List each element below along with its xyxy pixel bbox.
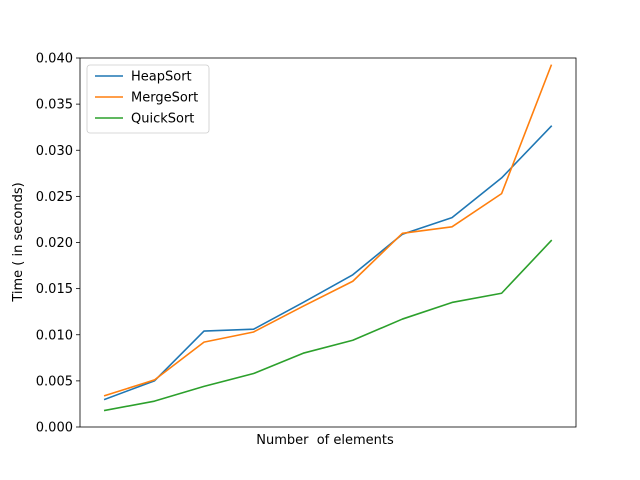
legend-label: QuickSort	[131, 112, 194, 127]
series-line-mergesort	[103, 64, 553, 397]
y-tick-label: 0.035	[36, 98, 73, 113]
y-tick-label: 0.005	[36, 374, 73, 389]
y-axis: 0.000 0.005 0.010 0.015 0.020 0.025 0.030 0.035…	[36, 52, 80, 436]
y-axis-label: Time ( in seconds)	[11, 182, 26, 302]
y-tick-label: 0.030	[36, 144, 73, 159]
y-tick-label: 0.040	[36, 52, 73, 67]
series-line-heapsort	[103, 125, 553, 401]
legend-label: MergeSort	[131, 91, 198, 106]
legend-label: HeapSort	[131, 70, 192, 85]
series-line-quicksort	[103, 239, 553, 412]
y-tick-label: 0.000	[36, 421, 73, 436]
x-axis-label: Number of elements	[256, 433, 394, 448]
y-tick-label: 0.010	[36, 328, 73, 343]
series-lines	[103, 64, 553, 412]
y-tick-label: 0.025	[36, 190, 73, 205]
legend-box	[86, 64, 210, 134]
y-tick-label: 0.020	[36, 236, 73, 251]
y-tick-label: 0.015	[36, 282, 73, 297]
legend: HeapSort MergeSort QuickSort	[86, 64, 210, 134]
